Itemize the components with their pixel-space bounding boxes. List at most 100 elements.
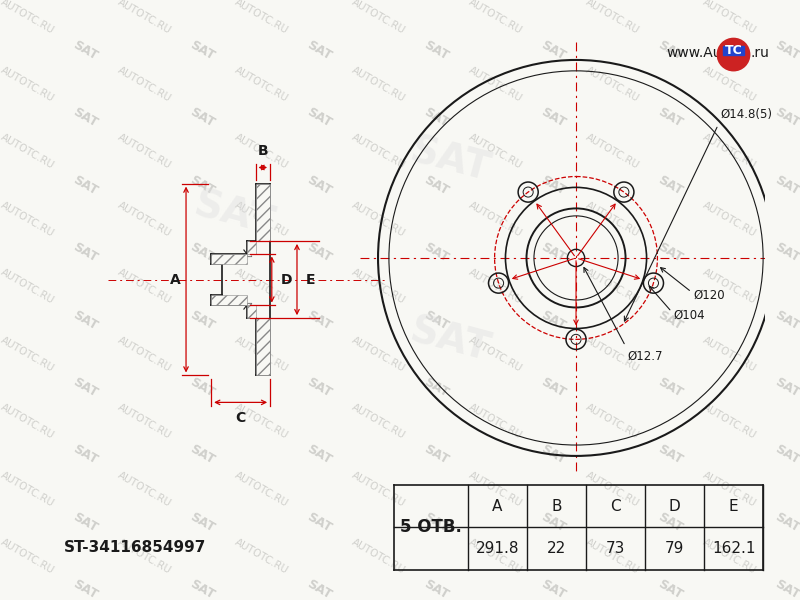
Text: AUTOTC.RU: AUTOTC.RU — [115, 335, 173, 374]
Text: SAT: SAT — [71, 578, 100, 600]
Text: C: C — [610, 499, 621, 514]
Text: SAT: SAT — [539, 308, 568, 332]
Text: E: E — [306, 272, 315, 287]
Text: AUTOTC.RU: AUTOTC.RU — [583, 133, 641, 171]
Text: AUTOTC.RU: AUTOTC.RU — [0, 335, 55, 374]
Text: AUTOTC.RU: AUTOTC.RU — [0, 470, 55, 509]
Text: A: A — [492, 499, 502, 514]
Text: AUTOTC.RU: AUTOTC.RU — [350, 403, 406, 441]
Text: AUTOTC.RU: AUTOTC.RU — [115, 133, 173, 171]
Text: SAT: SAT — [422, 106, 451, 130]
Text: AUTOTC.RU: AUTOTC.RU — [350, 133, 406, 171]
Text: www.Auto: www.Auto — [666, 46, 735, 60]
Text: SAT: SAT — [188, 511, 217, 535]
Text: AUTOTC.RU: AUTOTC.RU — [701, 200, 758, 239]
Text: SAT: SAT — [71, 106, 100, 130]
Text: AUTOTC.RU: AUTOTC.RU — [701, 335, 758, 374]
Text: AUTOTC.RU: AUTOTC.RU — [466, 65, 523, 104]
Text: SAT: SAT — [656, 106, 685, 130]
Text: SAT: SAT — [406, 132, 494, 190]
Text: 22: 22 — [547, 541, 566, 556]
Text: SAT: SAT — [188, 308, 217, 332]
Text: AUTOTC.RU: AUTOTC.RU — [583, 470, 641, 509]
Text: SAT: SAT — [773, 241, 800, 265]
Bar — [255, 184, 270, 241]
Text: SAT: SAT — [71, 38, 100, 62]
Text: AUTOTC.RU: AUTOTC.RU — [701, 403, 758, 441]
Text: SAT: SAT — [71, 376, 100, 400]
Text: SAT: SAT — [305, 106, 334, 130]
Text: SAT: SAT — [422, 308, 451, 332]
Text: SAT: SAT — [422, 443, 451, 467]
Text: SAT: SAT — [539, 106, 568, 130]
Bar — [211, 254, 246, 264]
Text: Ø120: Ø120 — [694, 289, 725, 302]
Text: SAT: SAT — [188, 38, 217, 62]
Bar — [722, 46, 744, 55]
Text: B: B — [258, 145, 268, 158]
Text: 79: 79 — [665, 541, 684, 556]
Text: AUTOTC.RU: AUTOTC.RU — [233, 470, 290, 509]
Text: AUTOTC.RU: AUTOTC.RU — [583, 0, 641, 36]
Text: SAT: SAT — [71, 241, 100, 265]
Text: .ru: .ru — [750, 46, 770, 60]
Text: AUTOTC.RU: AUTOTC.RU — [350, 335, 406, 374]
Bar — [246, 254, 251, 256]
Text: SAT: SAT — [305, 38, 334, 62]
Text: TC: TC — [725, 44, 742, 58]
Text: SAT: SAT — [773, 38, 800, 62]
Text: C: C — [235, 412, 246, 425]
Text: AUTOTC.RU: AUTOTC.RU — [115, 403, 173, 441]
Text: SAT: SAT — [305, 443, 334, 467]
Text: AUTOTC.RU: AUTOTC.RU — [701, 470, 758, 509]
Text: AUTOTC.RU: AUTOTC.RU — [0, 0, 55, 36]
Text: SAT: SAT — [422, 173, 451, 197]
Text: 162.1: 162.1 — [712, 541, 755, 556]
Text: Ø14.8(5): Ø14.8(5) — [720, 108, 772, 121]
Text: SAT: SAT — [406, 312, 494, 370]
Text: AUTOTC.RU: AUTOTC.RU — [701, 133, 758, 171]
Bar — [246, 303, 251, 305]
Text: AUTOTC.RU: AUTOTC.RU — [0, 268, 55, 306]
Text: 73: 73 — [606, 541, 626, 556]
Text: AUTOTC.RU: AUTOTC.RU — [583, 65, 641, 104]
Text: SAT: SAT — [539, 38, 568, 62]
Text: SAT: SAT — [305, 511, 334, 535]
Text: AUTOTC.RU: AUTOTC.RU — [466, 538, 523, 576]
Text: SAT: SAT — [188, 578, 217, 600]
Text: SAT: SAT — [305, 578, 334, 600]
Text: AUTOTC.RU: AUTOTC.RU — [466, 470, 523, 509]
Text: AUTOTC.RU: AUTOTC.RU — [466, 403, 523, 441]
Text: SAT: SAT — [539, 578, 568, 600]
Text: SAT: SAT — [422, 578, 451, 600]
Text: SAT: SAT — [188, 106, 217, 130]
Text: AUTOTC.RU: AUTOTC.RU — [233, 335, 290, 374]
Text: AUTOTC.RU: AUTOTC.RU — [466, 133, 523, 171]
Text: AUTOTC.RU: AUTOTC.RU — [233, 0, 290, 36]
Text: SAT: SAT — [188, 173, 217, 197]
Text: AUTOTC.RU: AUTOTC.RU — [350, 65, 406, 104]
Text: SAT: SAT — [422, 376, 451, 400]
Text: 291.8: 291.8 — [476, 541, 519, 556]
Text: AUTOTC.RU: AUTOTC.RU — [583, 335, 641, 374]
Text: AUTOTC.RU: AUTOTC.RU — [0, 133, 55, 171]
Text: AUTOTC.RU: AUTOTC.RU — [583, 403, 641, 441]
Text: SAT: SAT — [188, 443, 217, 467]
Text: AUTOTC.RU: AUTOTC.RU — [115, 0, 173, 36]
Text: SAT: SAT — [773, 511, 800, 535]
Text: AUTOTC.RU: AUTOTC.RU — [350, 200, 406, 239]
Text: AUTOTC.RU: AUTOTC.RU — [466, 335, 523, 374]
Text: SAT: SAT — [305, 173, 334, 197]
Text: AUTOTC.RU: AUTOTC.RU — [350, 0, 406, 36]
Text: SAT: SAT — [656, 241, 685, 265]
Text: AUTOTC.RU: AUTOTC.RU — [350, 268, 406, 306]
Text: SAT: SAT — [539, 376, 568, 400]
Bar — [246, 305, 255, 318]
Text: AUTOTC.RU: AUTOTC.RU — [701, 268, 758, 306]
Text: AUTOTC.RU: AUTOTC.RU — [0, 65, 55, 104]
Text: E: E — [729, 499, 738, 514]
Text: D: D — [669, 499, 681, 514]
Text: SAT: SAT — [71, 511, 100, 535]
Text: AUTOTC.RU: AUTOTC.RU — [466, 0, 523, 36]
Text: AUTOTC.RU: AUTOTC.RU — [350, 538, 406, 576]
